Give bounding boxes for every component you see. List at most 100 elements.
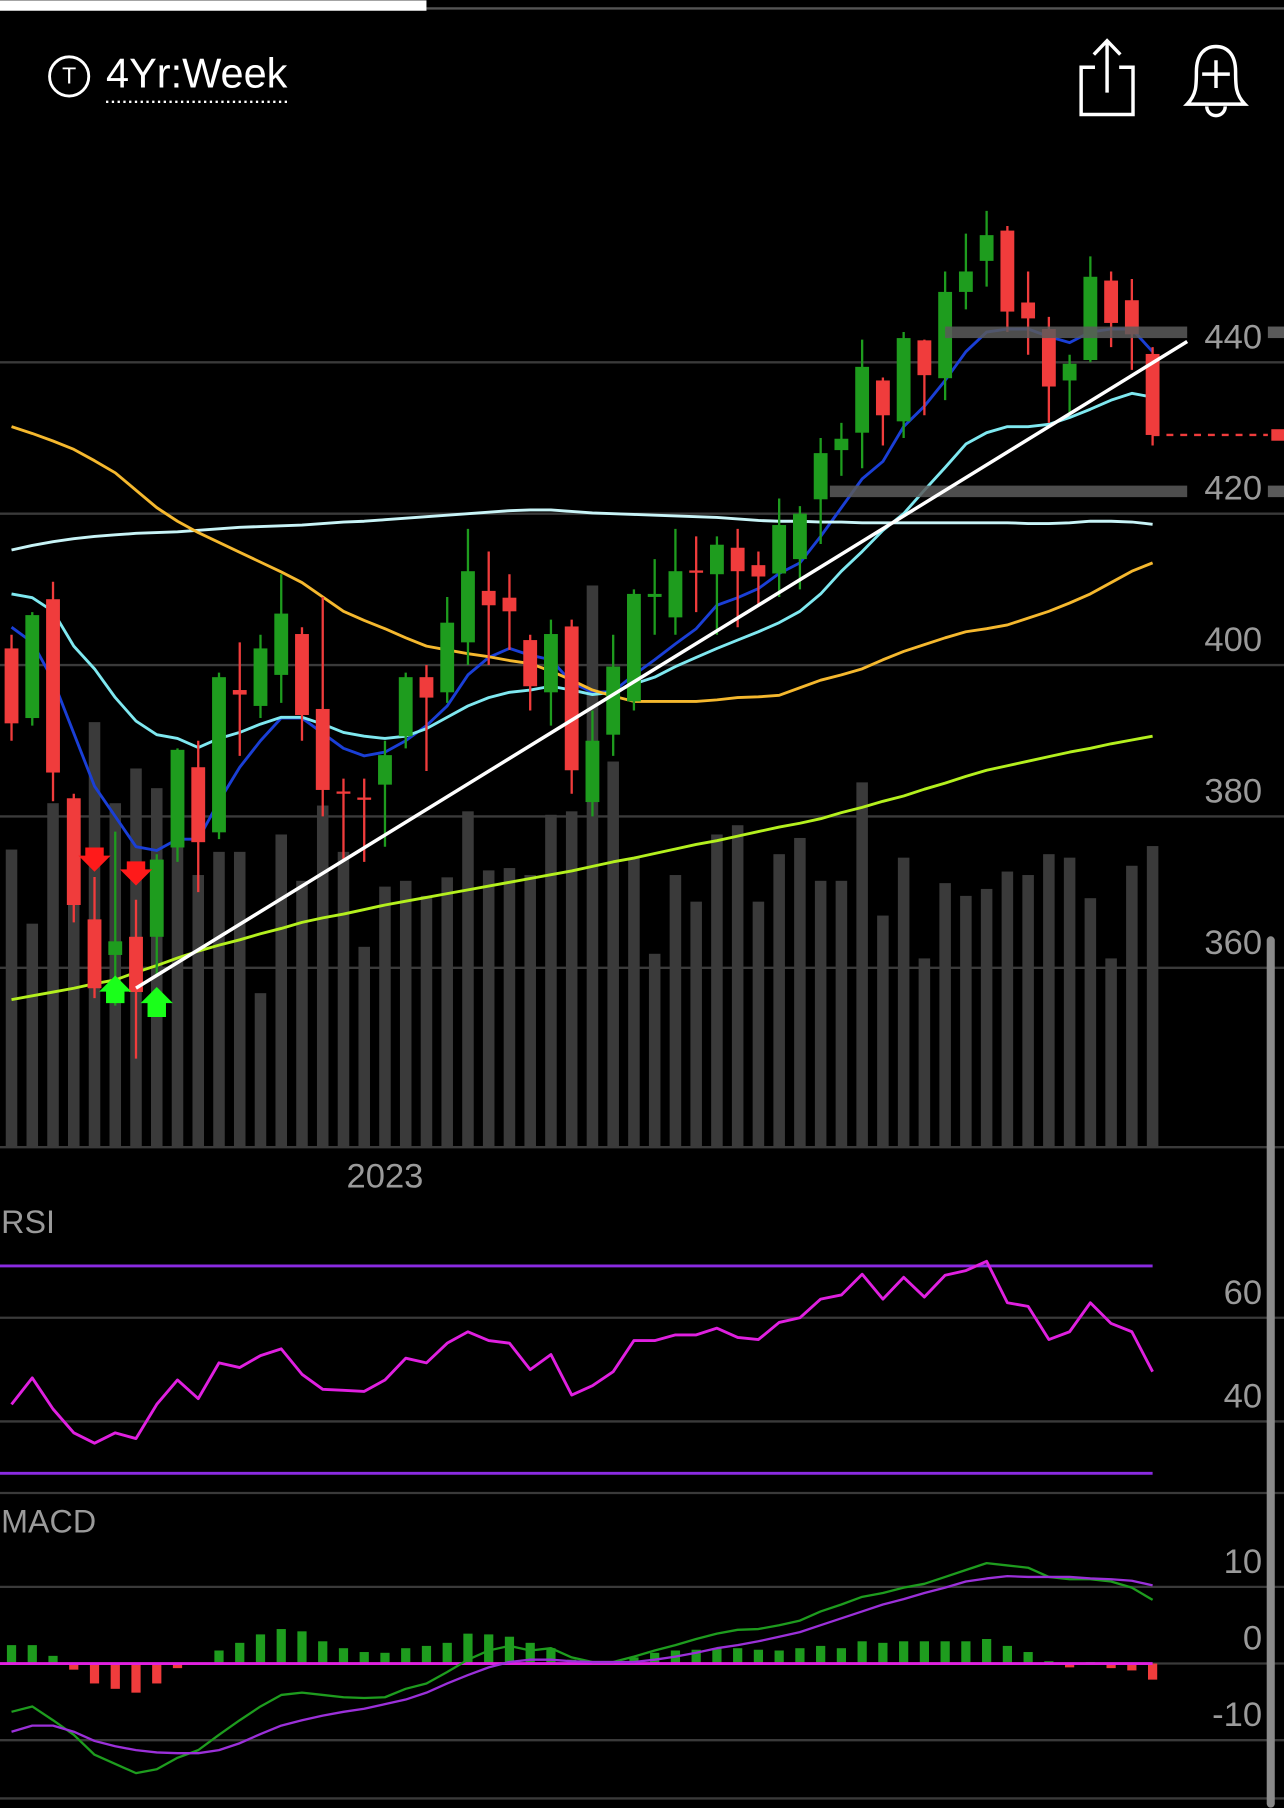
x-tick-label: 2023 — [347, 1157, 424, 1195]
y-tick-label: 420 — [1204, 470, 1262, 508]
indicator-line — [11, 425, 1154, 703]
histogram-bar — [276, 1629, 286, 1664]
bell — [1183, 44, 1249, 106]
y-tick-label: 360 — [1204, 924, 1262, 962]
volume-bar — [1001, 871, 1014, 1148]
candle-body — [710, 544, 724, 575]
histogram-bar — [89, 1663, 100, 1684]
symbol-icon — [48, 55, 91, 98]
histogram-bar — [836, 1648, 847, 1664]
volume-bar — [648, 953, 661, 1148]
symbol-icon-letter: T — [62, 63, 76, 89]
progress-bar — [0, 0, 427, 11]
volume-bar — [960, 895, 972, 1148]
candle-body — [378, 755, 392, 785]
volume-bar — [171, 846, 184, 1148]
candle-body — [66, 798, 81, 905]
candle-body — [1145, 353, 1160, 435]
plot: 360 380 400 420 440 2023 40 60 RSI 10 0 -10 MACD — [0, 210, 1284, 1800]
volume-bar — [690, 901, 702, 1148]
histogram-bar — [48, 1655, 58, 1664]
histogram-bar — [878, 1642, 888, 1664]
candle-body — [108, 941, 123, 955]
candle-body — [627, 593, 641, 702]
candle-body — [398, 677, 413, 737]
share-button[interactable] — [1079, 38, 1135, 117]
candle-body — [1000, 230, 1015, 312]
alert-button[interactable] — [1183, 44, 1249, 118]
histogram-bar — [318, 1641, 328, 1664]
range-title: 4Yr:Week — [106, 49, 288, 96]
volume-bar — [482, 870, 495, 1148]
candle-body — [461, 571, 475, 643]
volume-bar — [192, 875, 205, 1148]
candle-body — [274, 613, 289, 675]
y-tick-label: 40 — [1224, 1378, 1262, 1416]
candle-body — [253, 648, 268, 706]
volume-bar — [233, 851, 246, 1148]
buy-arrow — [140, 986, 173, 1017]
candle-body — [1021, 302, 1036, 319]
volume-bar — [731, 825, 744, 1148]
panel-title: MACD — [1, 1504, 96, 1540]
volume-bar — [337, 851, 350, 1148]
volume-bar — [794, 837, 806, 1148]
candle-body — [792, 513, 807, 560]
histogram-bar — [421, 1645, 432, 1664]
candle-body — [419, 677, 434, 698]
volume-bar — [545, 814, 557, 1148]
volume-bar — [379, 886, 391, 1148]
level-zone — [945, 326, 1188, 339]
volume-bar — [420, 895, 433, 1148]
histogram-bar — [152, 1663, 162, 1684]
histogram-bar — [214, 1650, 224, 1664]
volume-bar — [358, 946, 370, 1148]
histogram-bar — [982, 1639, 992, 1664]
candle-body — [4, 648, 19, 724]
level-zone — [829, 485, 1188, 498]
volume-bar — [773, 854, 785, 1148]
candle-body — [87, 919, 102, 989]
y-tick-label: 440 — [1204, 318, 1262, 356]
candle-body — [129, 936, 143, 993]
volume-bar — [856, 782, 868, 1148]
volume-bar — [669, 875, 682, 1148]
histogram-bar — [753, 1649, 764, 1664]
histogram-bar — [525, 1642, 535, 1664]
candle-body — [315, 708, 330, 790]
y-tick-label: 10 — [1224, 1543, 1262, 1581]
histogram-bar — [110, 1663, 120, 1689]
histogram-bar — [69, 1663, 79, 1670]
indicator-line — [11, 1574, 1153, 1755]
candle-body — [668, 571, 683, 618]
range-selector[interactable]: T 4Yr:Week — [48, 49, 288, 103]
volume-bar — [939, 883, 951, 1148]
candle-body — [730, 547, 745, 572]
volume-bar — [628, 857, 640, 1148]
drawings — [78, 326, 1284, 1017]
volume-bar — [980, 888, 993, 1148]
volume-bar — [1043, 854, 1055, 1148]
volume-bar — [565, 811, 578, 1148]
level-zone-tag — [1267, 485, 1284, 498]
volume-bar — [254, 993, 267, 1148]
indicator-line — [11, 734, 1153, 1002]
volume-bar — [607, 761, 619, 1148]
histogram-bar — [504, 1636, 515, 1664]
volume-bar — [524, 875, 536, 1148]
candle-body — [1062, 363, 1077, 381]
histogram-bar — [484, 1634, 494, 1664]
candle-body — [564, 626, 579, 771]
volume-bar — [918, 958, 931, 1148]
candle-body — [1124, 300, 1139, 335]
bell-plus — [1202, 60, 1230, 88]
volume-bar — [877, 915, 889, 1148]
volume-bar — [462, 811, 474, 1148]
panel-title: RSI — [1, 1204, 55, 1240]
y-tick-label: 60 — [1224, 1274, 1262, 1312]
sell-arrow — [78, 847, 111, 872]
scrollbar[interactable] — [1266, 936, 1275, 1808]
candle-body — [875, 380, 890, 416]
